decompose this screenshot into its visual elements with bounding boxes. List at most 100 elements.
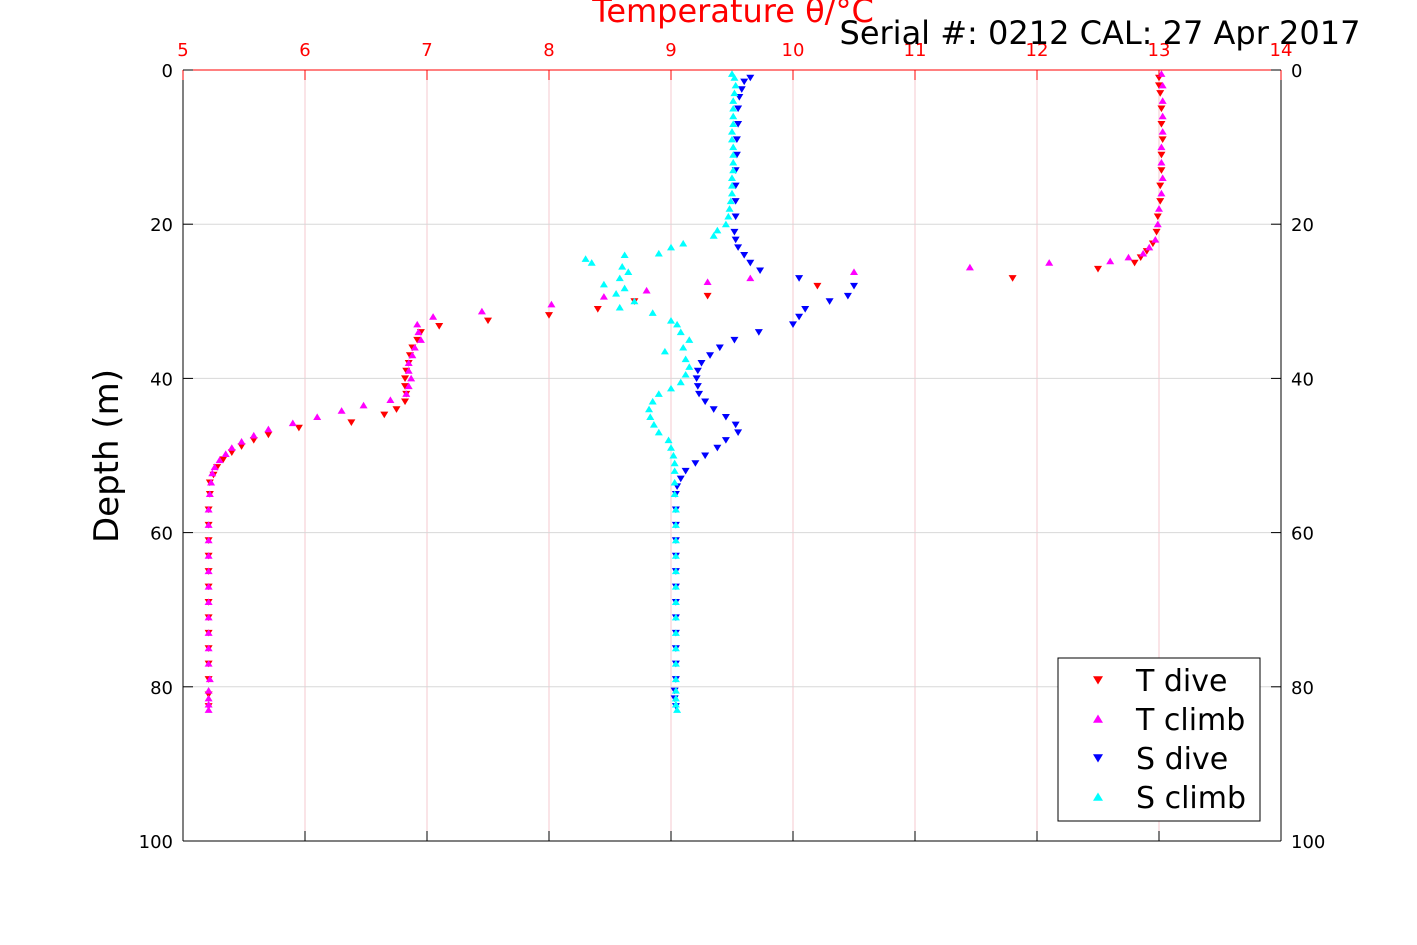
point-1-23 — [547, 300, 556, 308]
point-3-57 — [669, 451, 678, 459]
point-3-36 — [615, 303, 624, 311]
point-3-76 — [671, 700, 680, 708]
point-0-32 — [401, 383, 410, 390]
point-1-49 — [207, 478, 216, 486]
point-1-38 — [337, 407, 346, 414]
point-2-44 — [676, 475, 685, 483]
point-1-58 — [204, 613, 213, 621]
point-3-16 — [728, 189, 736, 197]
series-1 — [204, 70, 1167, 713]
point-0-36 — [380, 411, 389, 419]
point-0-37 — [347, 419, 356, 426]
point-3-70 — [671, 629, 680, 636]
point-3-45 — [685, 363, 694, 370]
point-3-59 — [670, 467, 679, 474]
legend-marker-0 — [1093, 676, 1103, 685]
point-3-50 — [648, 397, 657, 405]
point-3-52 — [646, 413, 655, 420]
point-1-63 — [204, 687, 213, 694]
point-3-8 — [728, 128, 736, 135]
point-1-54 — [204, 552, 213, 559]
point-1-66 — [204, 706, 213, 713]
point-3-29 — [618, 263, 627, 270]
point-0-2 — [1156, 90, 1165, 97]
y-tick-label-1: 20 — [150, 215, 173, 236]
y-tick-label-right-5: 100 — [1291, 832, 1325, 853]
point-2-32 — [693, 383, 702, 390]
point-0-40 — [249, 437, 258, 444]
point-3-20 — [721, 220, 730, 228]
point-3-64 — [671, 536, 680, 544]
point-0-42 — [227, 449, 236, 457]
point-3-10 — [729, 143, 738, 151]
point-0-9 — [1156, 198, 1165, 205]
point-1-6 — [1157, 158, 1166, 166]
legend-label-0: T dive — [1135, 664, 1227, 699]
point-3-37 — [648, 309, 657, 316]
point-3-4 — [729, 97, 738, 104]
point-1-62 — [205, 675, 214, 683]
point-2-11 — [731, 213, 740, 221]
point-3-41 — [685, 336, 694, 343]
point-2-6 — [732, 136, 741, 143]
point-1-12 — [1145, 243, 1154, 251]
x-tick-label-5: 10 — [782, 40, 805, 61]
point-2-7 — [732, 151, 741, 159]
point-1-40 — [288, 419, 297, 427]
x-tick-label-4: 9 — [665, 40, 676, 61]
point-1-50 — [205, 490, 214, 498]
y-tick-label-3: 60 — [150, 524, 173, 545]
point-0-19 — [703, 292, 712, 300]
point-1-55 — [204, 567, 213, 575]
point-2-26 — [730, 336, 739, 344]
y-tick-label-5: 100 — [139, 832, 173, 853]
legend-marker-1 — [1093, 714, 1103, 723]
point-1-61 — [204, 660, 213, 667]
point-3-14 — [728, 174, 736, 181]
point-1-45 — [221, 450, 230, 457]
point-3-24 — [667, 243, 675, 251]
point-3-43 — [660, 347, 669, 355]
point-2-16 — [746, 259, 755, 267]
point-1-39 — [313, 413, 322, 420]
point-2-34 — [701, 398, 710, 406]
point-1-1 — [1158, 81, 1167, 89]
point-3-58 — [670, 459, 679, 467]
legend-label-3: S climb — [1136, 781, 1246, 816]
point-0-31 — [401, 375, 410, 382]
point-2-25 — [754, 329, 763, 336]
point-0-23 — [484, 317, 492, 325]
point-3-32 — [599, 280, 608, 288]
point-2-38 — [734, 429, 743, 436]
point-2-10 — [731, 198, 740, 205]
x-tick-label-9: 14 — [1270, 40, 1293, 61]
point-2-27 — [715, 344, 724, 352]
point-3-35 — [630, 297, 639, 305]
point-1-57 — [204, 598, 213, 605]
point-2-22 — [801, 306, 810, 313]
point-3-28 — [587, 259, 596, 266]
point-3-31 — [615, 274, 624, 282]
point-3-77 — [673, 706, 682, 713]
series-3 — [581, 70, 740, 713]
point-2-37 — [731, 421, 740, 429]
point-1-36 — [386, 396, 395, 403]
point-1-14 — [1124, 253, 1133, 261]
point-3-62 — [671, 505, 680, 513]
point-2-14 — [734, 244, 743, 251]
point-0-38 — [294, 424, 303, 432]
point-3-30 — [624, 268, 633, 276]
point-2-23 — [795, 313, 804, 321]
point-0-15 — [1130, 259, 1139, 267]
point-0-22 — [545, 312, 553, 319]
point-2-36 — [721, 413, 730, 421]
point-1-10 — [1153, 220, 1162, 228]
point-1-25 — [429, 313, 438, 320]
y-tick-label-right-4: 80 — [1291, 678, 1314, 699]
point-3-18 — [725, 205, 734, 212]
point-1-16 — [1045, 259, 1054, 266]
point-2-28 — [706, 352, 715, 359]
point-1-65 — [204, 700, 213, 708]
point-3-60 — [670, 478, 679, 486]
point-3-23 — [679, 239, 688, 247]
